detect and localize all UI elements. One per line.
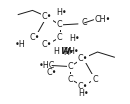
Text: C•: C• [78,82,88,91]
Text: CH•: CH• [95,15,111,24]
Text: C•: C• [78,54,88,63]
Text: H•: H• [69,48,79,56]
Text: C: C [82,18,87,27]
Text: ~: ~ [62,45,68,51]
Text: W: W [60,48,70,56]
Text: C: C [57,33,63,42]
Text: C•: C• [42,40,52,49]
Text: •H: •H [15,40,26,49]
Text: H: H [53,48,59,56]
Text: C: C [57,20,63,29]
Text: C: C [67,62,73,71]
Text: H•: H• [63,48,74,57]
Text: H•: H• [56,8,67,17]
Text: C: C [67,75,73,84]
Text: C: C [92,75,98,84]
Text: H•: H• [69,34,80,43]
Text: •HC: •HC [39,61,55,70]
Text: C•: C• [30,33,40,42]
Text: C•: C• [42,12,52,21]
Text: H•: H• [78,89,89,98]
Text: C•: C• [47,68,57,77]
